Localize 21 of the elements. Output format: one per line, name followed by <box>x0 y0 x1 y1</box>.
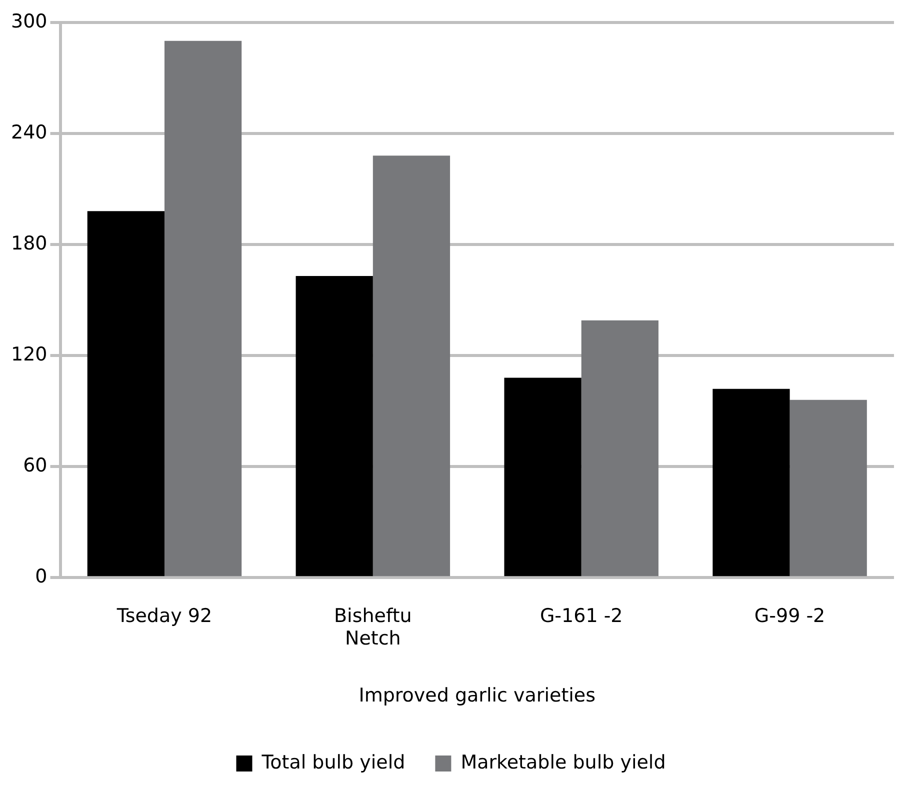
bar <box>372 156 450 576</box>
bar <box>581 320 658 576</box>
bar <box>164 40 242 576</box>
legend-label: Total bulb yield <box>260 751 406 774</box>
x-axis-title: Improved garlic varieties <box>358 684 596 707</box>
legend-label: Marketable bulb yield <box>460 751 666 774</box>
y-tick-label: 120 <box>11 343 48 366</box>
x-tick-label: G-161 -2 <box>540 604 623 627</box>
bar <box>504 378 582 576</box>
y-tick-label: 180 <box>11 232 48 254</box>
bar <box>296 276 373 576</box>
y-tick-label: 300 <box>11 10 48 32</box>
x-tick-label: Tseday 92 <box>116 604 212 627</box>
y-tick-label: 0 <box>35 566 48 588</box>
y-tick-label: 240 <box>11 121 48 144</box>
bar <box>790 400 867 576</box>
bar <box>87 211 164 576</box>
y-tick-label: 60 <box>23 454 48 476</box>
bar <box>712 388 790 576</box>
x-tick-label: Bisheftu Netch <box>334 604 412 650</box>
x-tick-label: G-99 -2 <box>754 604 826 627</box>
